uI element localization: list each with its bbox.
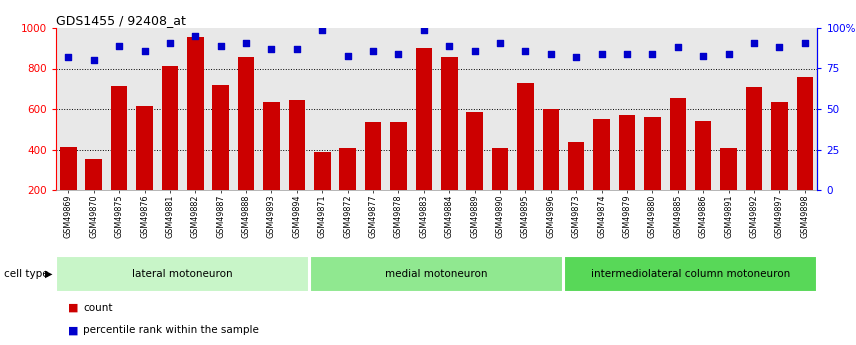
Bar — [593, 119, 609, 230]
Point — [290, 46, 304, 52]
Bar — [619, 115, 635, 230]
Point — [417, 27, 431, 32]
Point — [112, 43, 126, 49]
Text: intermediolateral column motoneuron: intermediolateral column motoneuron — [591, 269, 790, 279]
Bar — [797, 77, 813, 230]
Bar — [695, 121, 711, 230]
Point — [544, 51, 558, 57]
Text: ■: ■ — [68, 325, 79, 335]
Bar — [136, 106, 152, 230]
Point — [747, 40, 761, 45]
Point — [620, 51, 633, 57]
Point — [671, 45, 685, 50]
Bar — [111, 86, 128, 230]
Bar — [314, 151, 330, 230]
Bar — [365, 122, 381, 230]
Bar — [56, 256, 309, 292]
Text: medial motoneuron: medial motoneuron — [385, 269, 488, 279]
Bar — [238, 57, 254, 230]
Point — [493, 40, 507, 45]
Point — [595, 51, 609, 57]
Bar — [517, 83, 533, 230]
Bar — [467, 112, 483, 230]
Bar — [288, 100, 305, 230]
Point — [722, 51, 735, 57]
Point — [366, 48, 380, 53]
Point — [341, 53, 354, 58]
Bar — [416, 48, 432, 230]
Bar — [492, 148, 508, 230]
Point — [569, 55, 583, 60]
Bar — [771, 102, 788, 230]
Point — [138, 48, 152, 53]
Bar — [746, 87, 762, 230]
Bar — [441, 57, 457, 230]
Point — [265, 46, 278, 52]
Point — [772, 45, 786, 50]
Text: percentile rank within the sample: percentile rank within the sample — [83, 325, 259, 335]
Bar — [721, 148, 737, 230]
Point — [696, 53, 710, 58]
Point — [163, 40, 176, 45]
Bar — [669, 98, 686, 230]
Point — [86, 58, 101, 63]
Point — [315, 27, 329, 32]
Bar — [390, 122, 407, 230]
Bar — [162, 67, 178, 230]
Text: GDS1455 / 92408_at: GDS1455 / 92408_at — [56, 14, 186, 27]
Bar — [86, 159, 102, 230]
Bar — [310, 256, 563, 292]
Text: cell type: cell type — [4, 269, 49, 279]
Bar — [264, 102, 280, 230]
Bar — [212, 85, 229, 230]
Text: ■: ■ — [68, 303, 79, 313]
Point — [62, 55, 75, 60]
Point — [239, 40, 253, 45]
Bar — [60, 147, 76, 230]
Point — [519, 48, 532, 53]
Bar — [187, 37, 204, 230]
Bar — [340, 148, 356, 230]
Bar — [645, 117, 661, 230]
Bar — [564, 256, 817, 292]
Text: count: count — [83, 303, 112, 313]
Point — [467, 48, 481, 53]
Bar — [568, 142, 585, 230]
Text: ▶: ▶ — [45, 269, 53, 279]
Point — [798, 40, 811, 45]
Bar — [543, 109, 559, 230]
Text: lateral motoneuron: lateral motoneuron — [133, 269, 233, 279]
Point — [391, 51, 406, 57]
Point — [214, 43, 228, 49]
Point — [443, 43, 456, 49]
Point — [188, 33, 202, 39]
Point — [645, 51, 659, 57]
